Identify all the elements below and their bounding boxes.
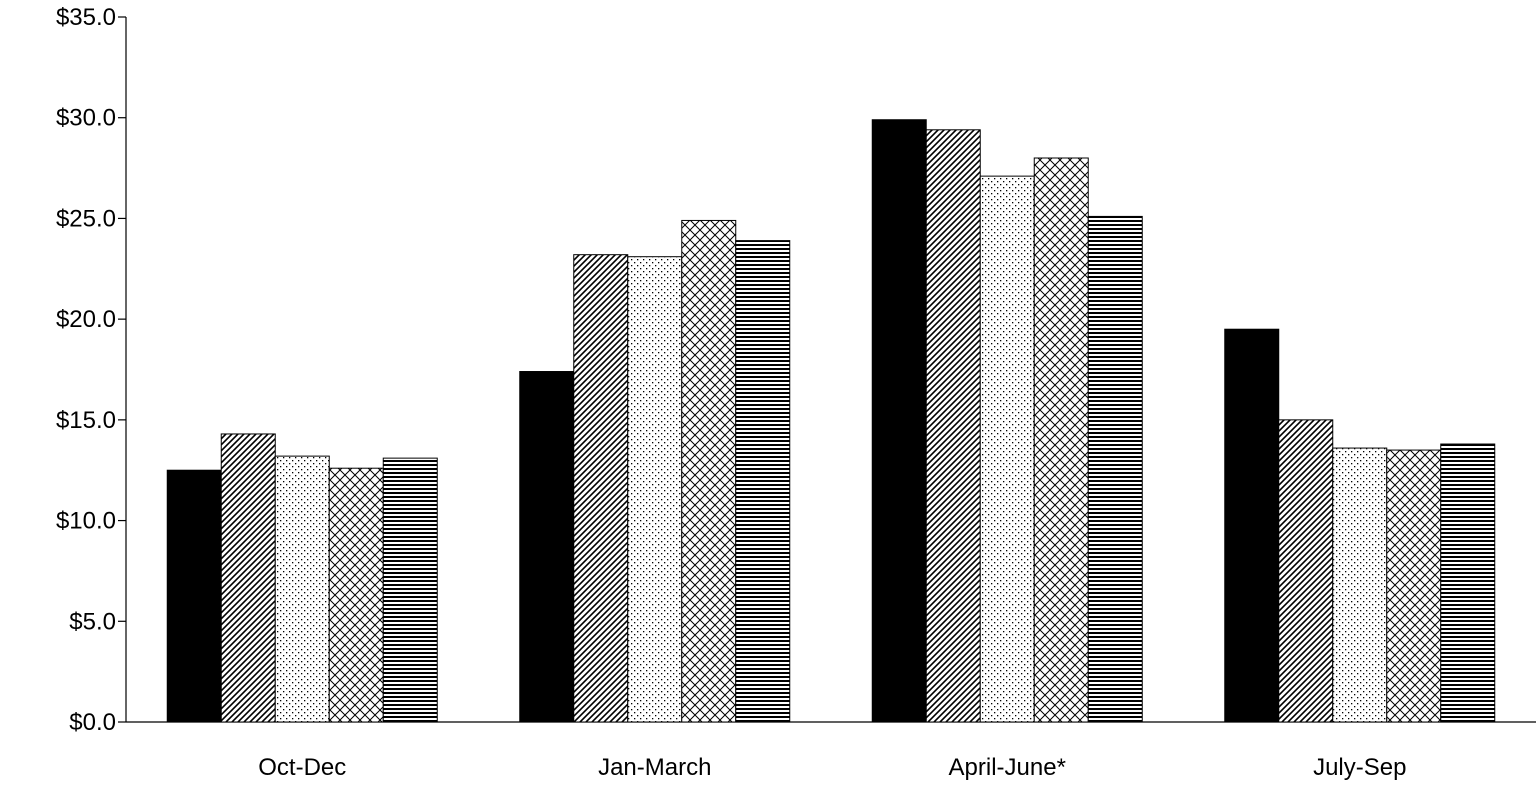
bar-horizontal-lines-3	[1440, 443, 1496, 723]
bar-dots-0	[274, 455, 330, 723]
bar-horizontal-lines-1	[735, 240, 791, 723]
bar-crosshatch-0	[328, 467, 384, 723]
bar-dots-2	[979, 175, 1035, 723]
bar-dots-3	[1332, 447, 1388, 723]
bar-crosshatch-3	[1386, 449, 1442, 723]
bar-diagonal-hatch-2	[925, 129, 981, 723]
y-tick-label: $30.0	[56, 105, 116, 132]
bar-horizontal-lines-0	[382, 457, 438, 723]
bar-solid-black-3	[1224, 328, 1280, 723]
bar-diagonal-hatch-1	[573, 254, 629, 723]
bar-horizontal-lines-2	[1087, 215, 1143, 723]
bar-solid-black-2	[871, 119, 927, 723]
y-tick-label: $35.0	[56, 4, 116, 31]
y-tick-label: $5.0	[69, 608, 116, 635]
x-tick-label: April-June*	[949, 754, 1066, 781]
bar-crosshatch-1	[681, 219, 737, 723]
y-tick-label: $10.0	[56, 508, 116, 535]
y-tick-label: $15.0	[56, 407, 116, 434]
bar-diagonal-hatch-3	[1278, 419, 1334, 723]
bar-diagonal-hatch-0	[220, 433, 276, 723]
bar-solid-black-1	[519, 371, 575, 723]
y-tick-label: $0.0	[69, 709, 116, 736]
bar-dots-1	[627, 256, 683, 723]
y-tick-label: $20.0	[56, 306, 116, 333]
y-tick-label: $25.0	[56, 205, 116, 232]
x-tick-label: July-Sep	[1313, 754, 1406, 781]
bar-solid-black-0	[166, 469, 222, 723]
bars	[166, 119, 1496, 723]
bar-crosshatch-2	[1033, 157, 1089, 723]
tick-labels: $0.0 $5.0 $10.0 $15.0 $20.0 $25.0 $30.0 $35.0 Oc…	[56, 4, 1407, 781]
x-tick-label: Jan-March	[598, 754, 711, 781]
x-tick-label: Oct-Dec	[258, 754, 346, 781]
